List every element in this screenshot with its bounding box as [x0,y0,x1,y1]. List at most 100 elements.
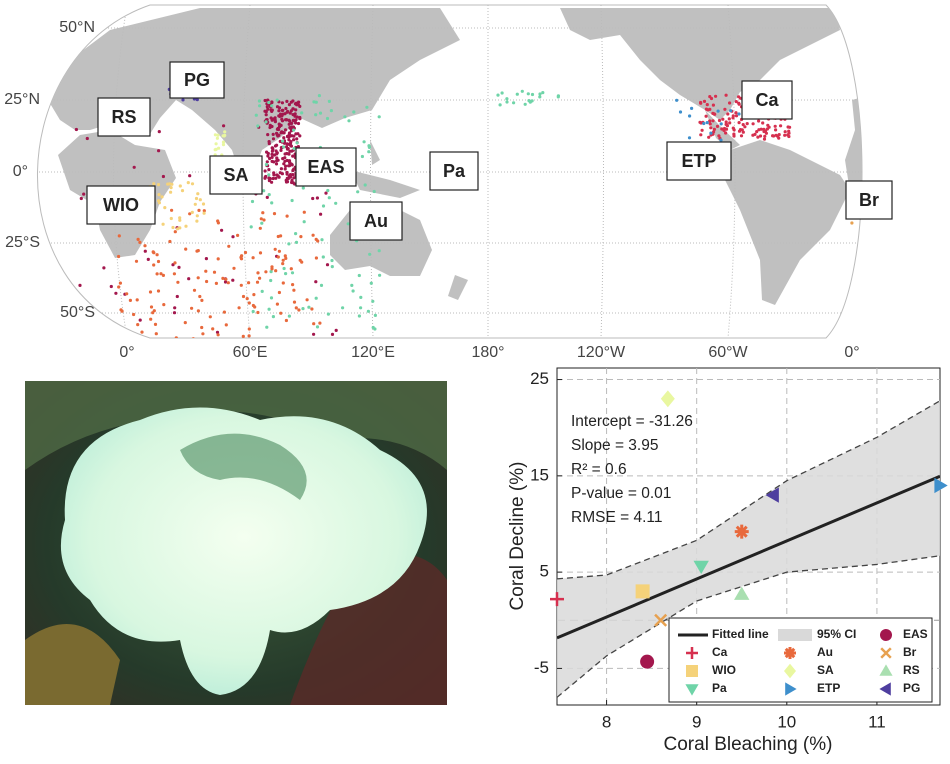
reef-dot [169,216,173,221]
reef-dot [291,283,295,287]
reef-dot [704,107,709,111]
reef-dot [224,277,228,281]
reef-dot [217,146,221,150]
reef-dot [505,97,509,101]
reef-dot [174,336,178,338]
reef-dot [264,270,268,274]
reef-dot [317,94,321,98]
reef-dot [367,144,371,148]
reef-dot [327,99,331,103]
reef-dot [271,315,275,319]
reef-dot [151,369,154,372]
reef-dot [216,221,220,225]
reef-dot [295,137,299,141]
reef-dot [240,254,244,258]
reef-dot [149,305,154,309]
reef-dot [347,119,351,123]
red-algae [290,553,447,705]
reef-dot [264,174,268,179]
reef-dot [717,118,722,123]
reef-dot [753,132,757,136]
reef-dot [724,93,728,97]
reef-dot [288,149,292,153]
reef-dot [156,289,161,293]
reef-dot [264,120,268,124]
reef-dot [221,140,226,144]
reef-dot [212,270,217,274]
south-america [725,140,850,305]
reef-dot [259,217,263,221]
reef-dot [777,136,781,140]
reef-dot [237,306,241,310]
reef-dot [266,107,270,111]
x-tick-label: 11 [868,712,886,731]
reef-dot [267,179,271,183]
reef-dot [275,173,279,177]
reef-dot [183,321,187,325]
reef-dot [341,306,345,310]
reef-dot [496,93,500,97]
reef-dot [266,133,270,137]
reef-dot [261,211,265,215]
reef-dot [287,314,291,318]
reef-dot [737,102,741,106]
reef-dot [311,233,315,237]
reef-dot [282,266,286,271]
reef-dot [850,221,854,225]
reef-dot [196,309,200,313]
reef-dot [231,235,235,239]
reef-dot [178,226,182,230]
latitude-label: 0° [13,163,28,180]
reef-dot [700,128,704,132]
region-label: EAS [307,157,344,177]
reef-dot [505,100,509,104]
reef-dot [190,210,194,214]
marker [879,664,893,676]
reef-dot [285,170,289,175]
reef-dot [273,144,278,148]
reef-dot [538,95,542,99]
reef-dot [180,189,185,193]
reef-dot [131,332,135,336]
reef-dot [515,92,519,96]
reef-dot [260,221,264,225]
reef-dot [291,168,295,173]
reef-dot [295,141,299,145]
reef-dot [118,361,121,364]
reef-dot [197,208,201,212]
reef-dot [708,122,712,126]
reef-dot [176,280,180,284]
reef-dot [294,118,298,122]
reef-dot [292,138,296,142]
reef-dot [296,103,300,107]
reef-dot [157,149,161,153]
reef-dot [726,112,730,116]
reef-dot [307,305,311,309]
reef-dot [148,290,153,294]
reef-dot [136,237,140,241]
longitude-label: 60°E [233,344,268,361]
background-reef [25,381,447,470]
reef-dot [266,154,270,158]
foreground-coral [25,624,120,705]
reef-dot [715,124,720,128]
reef-dot [779,124,783,128]
legend-label: Ca [712,645,728,659]
reef-dot [371,364,374,367]
reef-dot [741,123,745,127]
reef-dot [287,118,291,122]
reef-dot [337,370,340,373]
reef-dot [101,359,104,362]
x-axis-label: Coral Bleaching (%) [664,734,833,755]
reef-dot [166,356,169,359]
region-label: Pa [443,161,466,181]
reef-dot [283,362,286,365]
latitude-label: 25°S [5,234,40,251]
reef-dot [284,361,287,364]
reef-dot [284,256,288,260]
reef-dot [160,195,164,199]
region-box [349,201,403,241]
region-labels: PG RS SA EAS Pa Au WIO ETP Ca Br [86,61,893,241]
reef-dot [243,250,248,255]
